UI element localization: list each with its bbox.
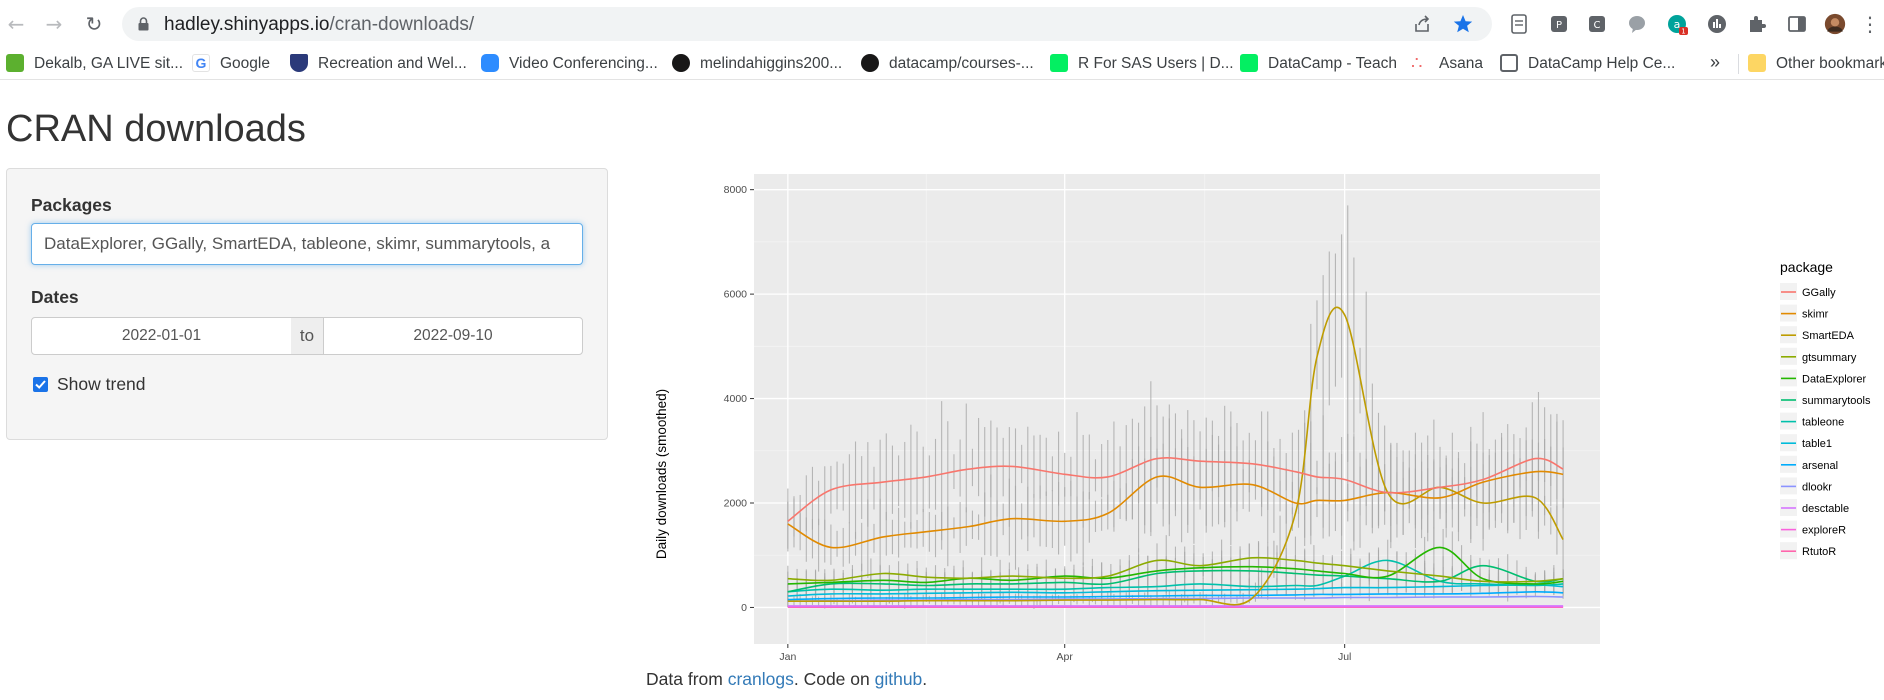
x-tick-label: Jan	[779, 651, 796, 663]
trend-line-table1	[787, 584, 1564, 597]
y-axis-label: Daily downloads (smoothed)	[654, 389, 669, 559]
y-tick-label: 4000	[724, 393, 748, 405]
browser-toolbar: ← → ↻ hadley.shinyapps.io/cran-downloads…	[0, 0, 1884, 48]
trend-line-smarteda	[787, 306, 1564, 606]
folder-icon	[1748, 54, 1766, 72]
downloads-chart: 0 2000 4000 6000 8000 Jan Apr Jul Daily downloa…	[654, 174, 1871, 663]
profile-avatar-icon[interactable]	[1824, 13, 1846, 35]
datacamp-icon	[1050, 54, 1068, 72]
bookmarks-bar: Dekalb, GA LIVE sit... G Google Recreatio…	[0, 48, 1884, 80]
legend-label-skimr: skimr	[1802, 309, 1829, 321]
forward-icon[interactable]: →	[45, 12, 63, 36]
page-title: CRAN downloads	[6, 108, 306, 150]
trend-line-skimr	[787, 470, 1564, 549]
trend-line-summarytools	[787, 564, 1564, 593]
document-extension-icon[interactable]	[1508, 13, 1530, 35]
y-tick-label: 6000	[724, 289, 748, 301]
legend-title: package	[1780, 259, 1833, 275]
reload-icon[interactable]: ↻	[85, 12, 103, 36]
github-icon	[672, 54, 690, 72]
legend-label-gtsummary: gtsummary	[1802, 352, 1857, 364]
trend-line-arsenal	[787, 590, 1564, 601]
chat-extension-icon[interactable]	[1626, 13, 1648, 35]
date-range-separator: to	[291, 317, 323, 355]
address-bar[interactable]: hadley.shinyapps.io/cran-downloads/	[122, 7, 1492, 41]
legend-label-arsenal: arsenal	[1802, 460, 1838, 472]
book-icon	[1500, 54, 1518, 72]
y-tick-label: 0	[741, 602, 747, 614]
datacamp-icon	[1240, 54, 1258, 72]
sidebar-panel: Packages DataExplorer, GGally, SmartEDA,…	[6, 168, 608, 440]
trend-line-gtsummary	[787, 556, 1564, 583]
legend-label-explorer: exploreR	[1802, 525, 1846, 537]
extension-icon-2[interactable]: P	[1548, 13, 1570, 35]
trend-line-ggally	[787, 456, 1564, 522]
shield-icon	[290, 54, 308, 72]
legend-label-summarytools: summarytools	[1802, 395, 1871, 407]
packages-input[interactable]: DataExplorer, GGally, SmartEDA, tableone…	[31, 223, 583, 265]
lock-icon[interactable]	[138, 17, 149, 31]
legend-label-table1: table1	[1802, 438, 1832, 450]
plot-axes: 0 2000 4000 6000 8000 Jan Apr Jul	[724, 184, 1352, 663]
legend-label-dataexplorer: DataExplorer	[1802, 373, 1867, 385]
side-panel-icon[interactable]	[1786, 13, 1808, 35]
github-icon	[861, 54, 879, 72]
zoom-icon	[481, 54, 499, 72]
back-icon[interactable]: ←	[7, 12, 25, 36]
svg-text:1: 1	[1681, 28, 1685, 36]
legend-label-rtutor: RtutoR	[1802, 546, 1836, 558]
legend-label-ggally: GGally	[1802, 287, 1836, 299]
bookmark-star-icon[interactable]	[1452, 13, 1474, 35]
show-trend-label[interactable]: Show trend	[57, 374, 146, 394]
more-bookmarks-button[interactable]: »	[1710, 52, 1721, 72]
show-trend-checkbox[interactable]	[33, 377, 48, 392]
y-tick-label: 2000	[724, 498, 748, 510]
share-icon[interactable]	[1412, 13, 1434, 35]
puzzle-icon[interactable]	[1746, 13, 1768, 35]
end-date-input[interactable]: 2022-09-10	[323, 317, 583, 355]
y-tick-label: 8000	[724, 184, 748, 196]
start-date-input[interactable]: 2022-01-01	[31, 317, 292, 355]
trend-line-dataexplorer	[787, 546, 1564, 585]
dekalb-icon	[6, 54, 24, 72]
url-text[interactable]: hadley.shinyapps.io/cran-downloads/	[164, 14, 475, 35]
chart-extension-icon[interactable]	[1706, 13, 1728, 35]
asana-icon: ∴	[1411, 53, 1423, 73]
plot-panel	[754, 174, 1600, 644]
legend-label-dlookr: dlookr	[1802, 481, 1832, 493]
bookmarks-divider	[1738, 54, 1739, 74]
extension-icon-3[interactable]: C	[1586, 13, 1608, 35]
checkmark-icon	[35, 380, 46, 389]
github-link[interactable]: github	[874, 669, 923, 689]
account-extension-icon[interactable]: a1	[1666, 13, 1688, 35]
packages-label: Packages	[31, 195, 112, 215]
menu-kebab-icon[interactable]: ⋮	[1860, 12, 1880, 36]
legend-label-smarteda: SmartEDA	[1802, 330, 1855, 342]
svg-text:P: P	[1556, 20, 1562, 31]
svg-text:C: C	[1594, 20, 1601, 31]
x-tick-label: Apr	[1057, 651, 1074, 663]
cranlogs-link[interactable]: cranlogs	[727, 669, 794, 689]
trend-lines	[787, 306, 1564, 608]
google-icon: G	[192, 54, 210, 72]
footer-note: Data from cranlogs. Code on github.	[646, 669, 928, 689]
legend-label-desctable: desctable	[1802, 503, 1849, 515]
chart-legend: package GGally skimr SmartEDA gtsummary Data…	[1780, 259, 1871, 560]
dates-label: Dates	[31, 287, 79, 307]
legend-label-tableone: tableone	[1802, 417, 1844, 429]
x-tick-label: Jul	[1338, 651, 1351, 663]
svg-text:a: a	[1674, 18, 1681, 31]
